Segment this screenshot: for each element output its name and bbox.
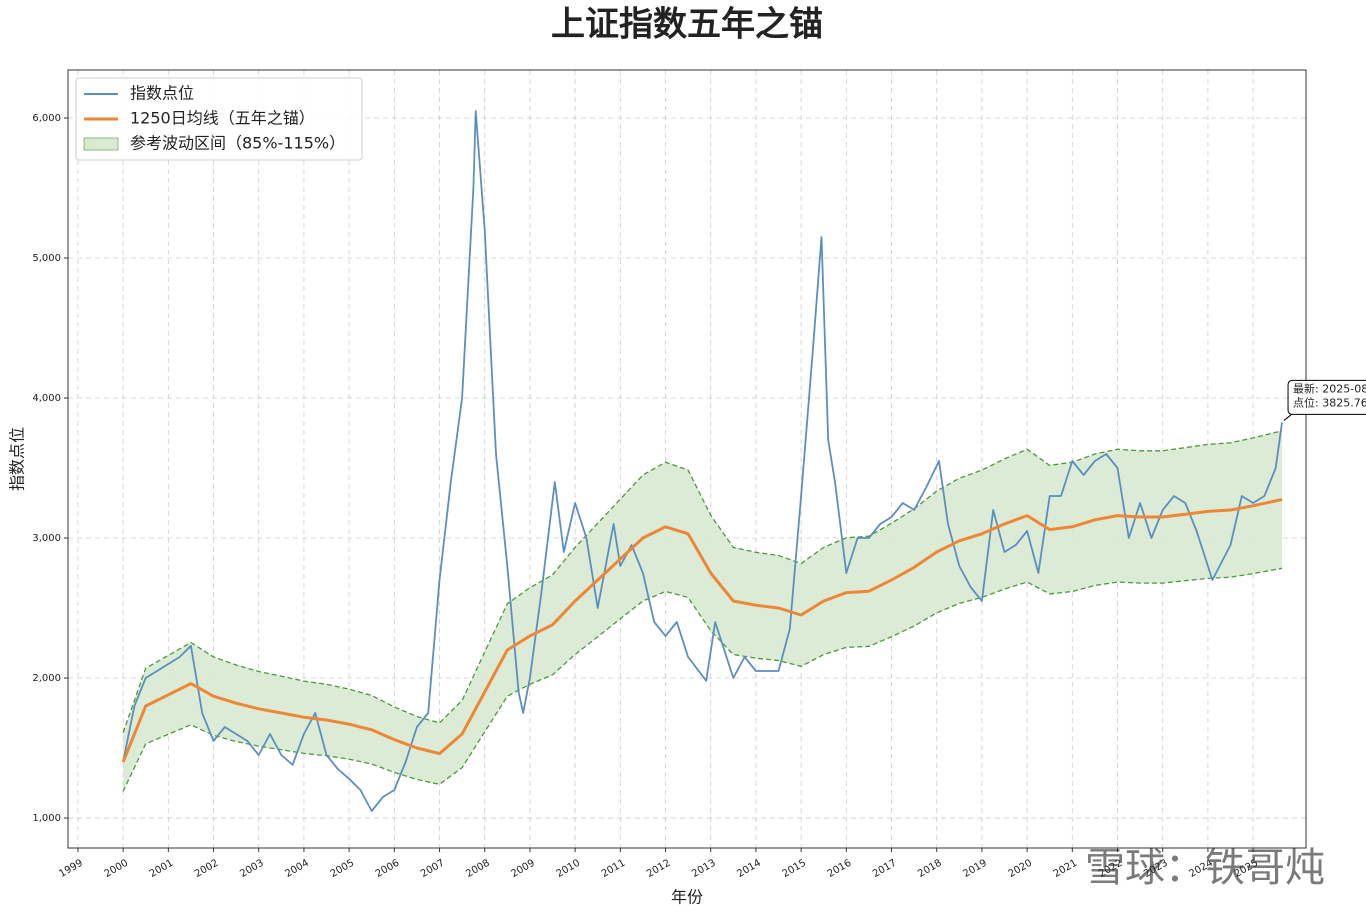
y-tick-label: 5,000 xyxy=(32,253,61,264)
x-axis-label: 年份 xyxy=(671,888,703,907)
legend-swatch xyxy=(83,137,119,151)
legend-label: 参考波动区间（85%-115%） xyxy=(130,134,345,153)
annotation-text: 点位: 3825.76 xyxy=(1293,395,1366,409)
series-line xyxy=(121,498,1283,763)
legend-label: 指数点位 xyxy=(130,84,194,103)
series-line xyxy=(122,110,1283,812)
legend-label: 1250日均线（五年之锚） xyxy=(130,109,315,128)
y-tick-label: 3,000 xyxy=(32,533,61,544)
band-upper xyxy=(122,430,1283,733)
annotation-box xyxy=(1287,379,1366,415)
annotation-text: 最新: 2025-08-22 xyxy=(1293,381,1366,395)
y-tick-label: 1,000 xyxy=(32,813,61,824)
y-axis-label: 指数点位 xyxy=(8,427,27,491)
plot-frame xyxy=(67,69,1307,849)
y-tick-label: 6,000 xyxy=(32,113,61,124)
legend: 指数点位 1250日均线（五年之锚） 参考波动区间（85%-115%） xyxy=(75,77,363,161)
band-lower xyxy=(122,567,1283,792)
watermark: 雪球：铁哥炖 xyxy=(1085,845,1325,891)
legend-box xyxy=(75,77,363,161)
y-tick-label: 2,000 xyxy=(32,673,61,684)
chart-title: 上证指数五年之锚 xyxy=(551,5,823,45)
y-tick-label: 4,000 xyxy=(32,393,61,404)
